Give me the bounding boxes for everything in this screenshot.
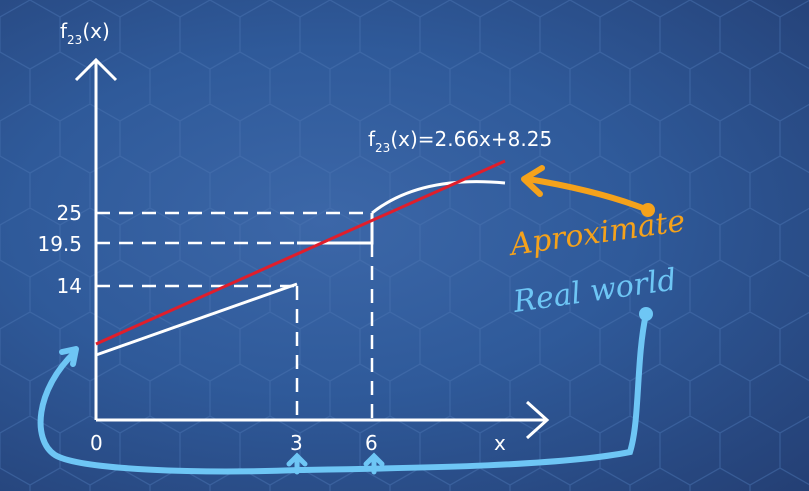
orange-arrow xyxy=(525,176,651,213)
fit-line xyxy=(95,159,506,346)
x-tick-0: 0 xyxy=(90,431,103,455)
fit-equation: f23(x)=2.66x+8.25 xyxy=(368,127,552,155)
blue-arrowhead-icon xyxy=(59,346,79,367)
blue-tick-arrow-6-icon xyxy=(363,452,385,475)
x-tick-6: 6 xyxy=(365,431,378,455)
x-tick-3: 3 xyxy=(290,431,303,455)
blue-loop-arrow xyxy=(37,311,649,475)
orange-arrowhead-icon xyxy=(521,165,545,197)
y-tick-14: 14 xyxy=(57,274,82,298)
data-curve xyxy=(371,180,506,215)
x-axis-arrow-icon xyxy=(525,400,550,440)
data-segment-low xyxy=(95,282,298,357)
y-tick-25: 25 xyxy=(57,201,82,225)
blue-dot xyxy=(639,307,653,321)
y-tick-19-5: 19.5 xyxy=(37,232,82,256)
y-axis-arrow-icon xyxy=(74,57,118,82)
y-axis-label: f23(x) xyxy=(60,19,110,47)
orange-dot xyxy=(641,203,655,217)
x-axis-label: x xyxy=(494,431,506,455)
blue-tick-arrow-3-icon xyxy=(286,452,308,475)
